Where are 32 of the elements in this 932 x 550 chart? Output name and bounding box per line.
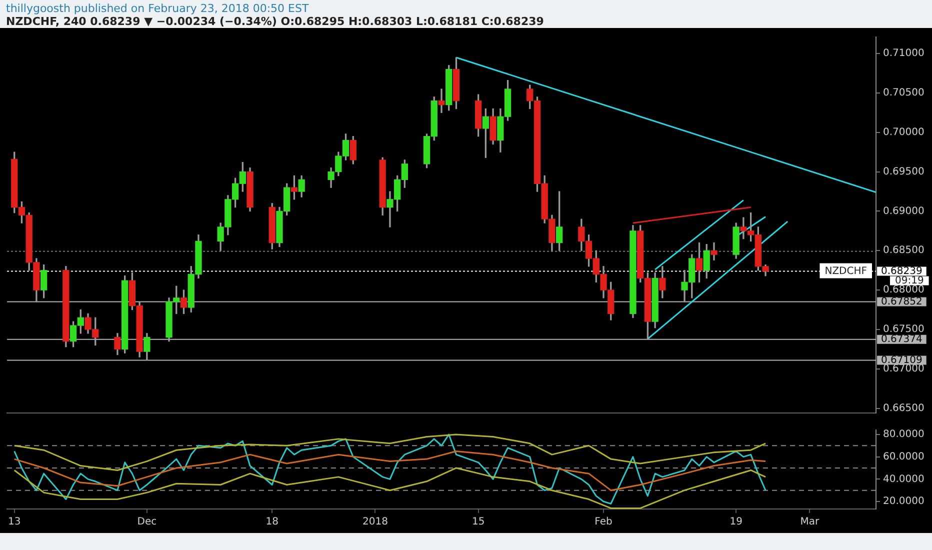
ref-line-label: 0.67852 <box>881 296 922 308</box>
x-tick-label: Dec <box>137 516 157 528</box>
y-tick-label: 0.70500 <box>883 88 924 99</box>
y-tick-label: 60.0000 <box>883 451 924 462</box>
x-tick-label: Feb <box>594 516 612 528</box>
y-tick-label: 0.70000 <box>883 126 924 138</box>
x-tick-label: Mar <box>800 516 820 528</box>
x-tick-label: 19 <box>730 516 742 528</box>
y-tick-label: 0.69500 <box>883 166 924 178</box>
y-tick-label: 0.66500 <box>883 402 924 414</box>
y-tick-label: 80.0000 <box>883 429 924 440</box>
text: 09:19 <box>895 275 924 286</box>
ref-line-label: 0.67374 <box>881 334 922 345</box>
y-tick-label: 0.69000 <box>883 206 924 217</box>
y-tick-label: 0.67000 <box>883 363 924 374</box>
y-tick-label: 0.68000 <box>883 284 924 296</box>
x-tick-label: 15 <box>472 516 485 528</box>
x-tick-label: 13 <box>8 516 21 528</box>
y-tick-label: 0.71000 <box>883 48 924 60</box>
candlestick <box>438 88 445 114</box>
x-tick-label: 2018 <box>362 516 388 528</box>
y-tick-label: 40.0000 <box>883 474 924 485</box>
ref-line-label: 0.68239 <box>881 266 922 277</box>
x-tick-label: 18 <box>266 516 278 528</box>
chart-subtitle: NZDCHF, 240 0.68239 ▼ −0.00234 (−0.34%) O:0.68295 H:0.68303 L:0.68181 C:0.68239 <box>6 15 544 28</box>
ref-line-label: 0.67109 <box>881 354 922 366</box>
annotation: NZDCHF <box>824 266 868 277</box>
y-tick-label: 0.68500 <box>883 245 924 256</box>
y-tick-label: 20.0000 <box>883 496 924 508</box>
candlestick <box>710 242 718 260</box>
y-tick-label: 0.67500 <box>883 324 924 336</box>
chart-title: thillygoosth published on February 23, 2018 00:50 EST <box>6 2 309 15</box>
